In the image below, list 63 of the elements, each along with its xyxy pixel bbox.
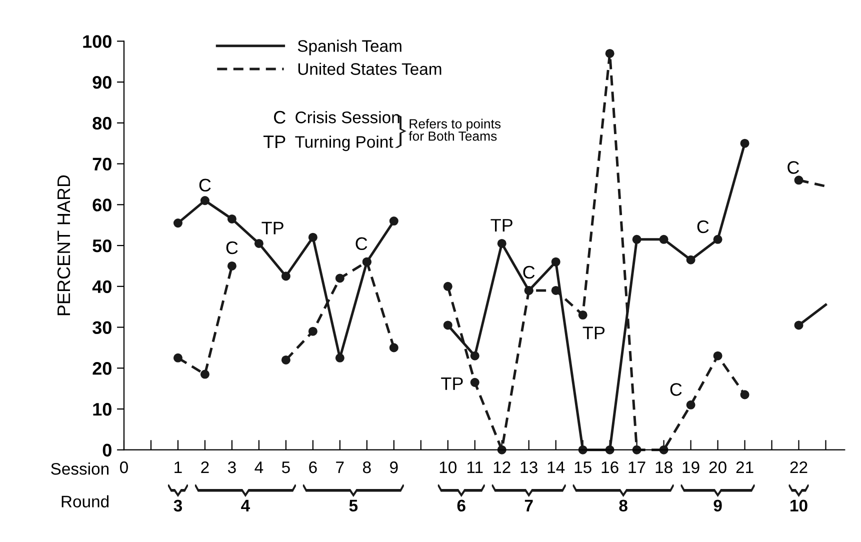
y-tick-label: 70	[92, 158, 112, 171]
text: Round	[62, 495, 108, 508]
y-tick-label: 100	[83, 35, 112, 48]
annotation: TP	[490, 219, 512, 232]
y-tick-label: 20	[92, 362, 112, 375]
annotation: TP	[441, 377, 463, 390]
text: 7	[524, 500, 533, 512]
text: 6	[457, 500, 466, 512]
annotation: C	[274, 110, 286, 124]
x-tick-label: 4	[254, 462, 264, 474]
legend-label: Spanish Team	[298, 40, 402, 56]
x-tick-label: 6	[309, 461, 317, 474]
x-tick-label: 14	[548, 462, 565, 474]
x-tick-label: 12	[494, 461, 510, 474]
legend-label: United States Team	[298, 62, 442, 75]
annotation: TP	[582, 326, 605, 340]
x-tick-label: 7	[336, 462, 344, 474]
x-tick-label: 18	[656, 461, 672, 474]
y-tick-label: 80	[92, 116, 112, 130]
x-tick-label: 17	[628, 462, 646, 474]
x-tick-label: 2	[201, 461, 209, 474]
text: 3	[174, 500, 182, 512]
annotation: Turning Point	[295, 136, 394, 152]
x-tick-label: 20	[709, 461, 726, 474]
y-tick-label: 40	[92, 280, 112, 294]
x-tick-label: 0	[120, 461, 128, 474]
y-tick-label: 50	[92, 239, 112, 252]
x-tick-label: 5	[282, 462, 290, 474]
y-tick-label: 0	[102, 444, 112, 457]
text: 10	[790, 500, 808, 512]
annotation: C	[199, 178, 211, 192]
text: 5	[349, 500, 358, 512]
x-tick-label: 16	[602, 461, 618, 474]
y-tick-label: 90	[92, 76, 112, 89]
x-tick-label: 1	[174, 462, 182, 474]
annotation: C	[226, 241, 238, 254]
y-tick-label: 60	[92, 198, 112, 212]
y-tick-label: 30	[92, 321, 112, 334]
x-tick-label: 10	[440, 461, 456, 474]
annotation: TP	[262, 222, 284, 234]
x-tick-label: 11	[467, 462, 483, 474]
annotation: Crisis Session	[296, 111, 400, 124]
x-tick-label: 21	[736, 461, 754, 474]
x-tick-label: 3	[228, 461, 236, 474]
annotation: C	[523, 266, 535, 279]
annotation: Refers to points for Both Teams	[408, 118, 501, 141]
annotation: TP	[263, 136, 286, 148]
annotation: C	[788, 161, 800, 174]
y-axis-title: PERCENT HARD	[57, 175, 70, 316]
annotation: C	[356, 237, 368, 250]
text: 9	[714, 500, 722, 512]
x-tick-label: 15	[574, 462, 592, 474]
x-tick-label: 9	[390, 461, 398, 474]
x-tick-label: 22	[790, 461, 808, 474]
x-tick-label: 8	[362, 461, 371, 474]
x-tick-label: 13	[520, 461, 538, 474]
annotation: C	[697, 220, 709, 234]
x-axis-title: Session	[51, 462, 108, 475]
y-tick-label: 10	[93, 402, 112, 416]
x-tick-label: 19	[682, 461, 700, 474]
text: 8	[619, 500, 628, 512]
annotation: C	[670, 383, 682, 396]
text: 4	[241, 500, 250, 512]
